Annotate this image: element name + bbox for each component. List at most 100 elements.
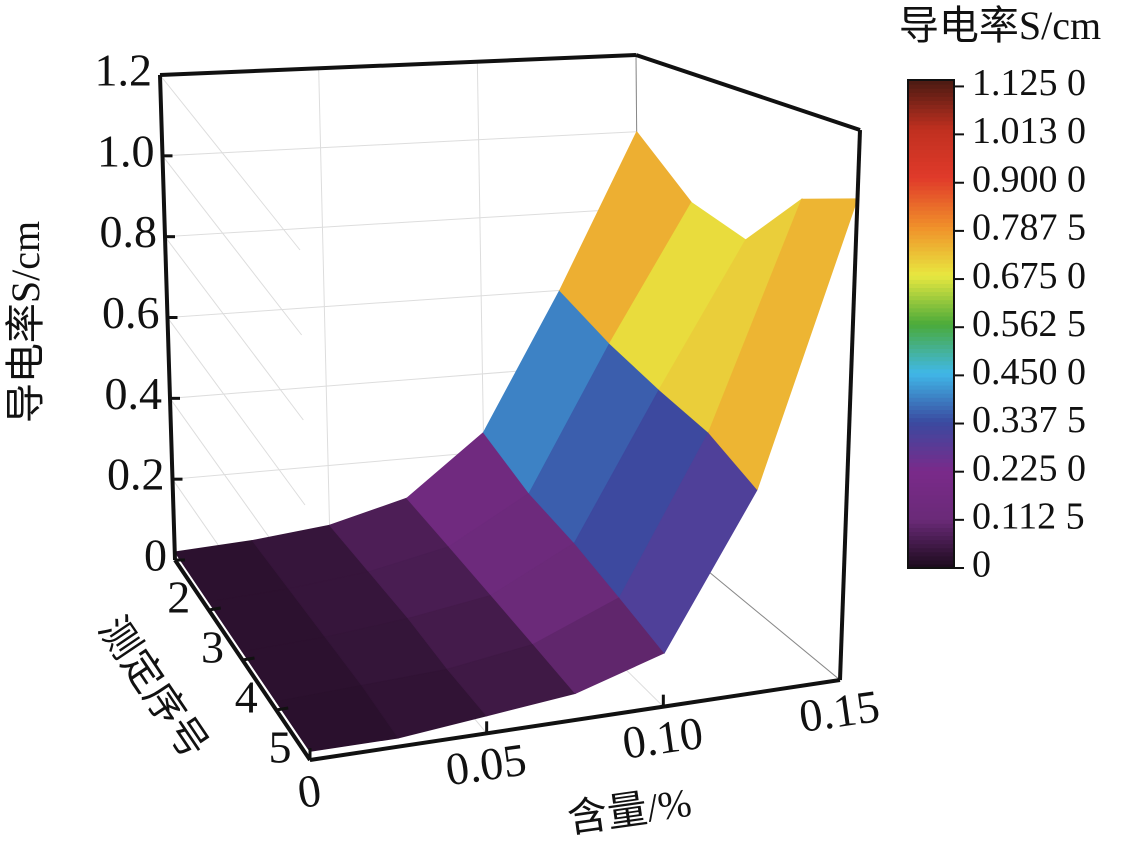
colorbar-slice bbox=[908, 136, 954, 142]
colorbar-slice bbox=[908, 157, 954, 162]
colorbar-slice bbox=[908, 202, 954, 207]
colorbar-slice bbox=[908, 462, 954, 467]
colorbar-slice bbox=[908, 189, 954, 195]
colorbar-slice bbox=[908, 393, 954, 398]
colorbar-title: 导电率S/cm bbox=[899, 3, 1101, 48]
colorbar-slice bbox=[908, 226, 954, 232]
colorbar-slice bbox=[908, 413, 954, 419]
colorbar-slice bbox=[908, 291, 954, 297]
colorbar-slice bbox=[908, 332, 954, 337]
y-tick-label: 2 bbox=[167, 572, 190, 623]
colorbar-slice bbox=[908, 307, 954, 313]
colorbar-slice bbox=[908, 177, 954, 183]
colorbar-slice bbox=[908, 303, 954, 309]
colorbar-slice bbox=[908, 356, 954, 362]
axis-line bbox=[159, 53, 637, 77]
x-axis-title: 含量/% bbox=[565, 780, 694, 842]
x-tick-label: 0.05 bbox=[443, 734, 530, 796]
colorbar-slice bbox=[908, 559, 954, 565]
colorbar-slice bbox=[908, 547, 954, 553]
colorbar-slice bbox=[908, 254, 954, 260]
colorbar-slice bbox=[908, 116, 954, 122]
colorbar-slice bbox=[908, 104, 954, 110]
colorbar-slice bbox=[908, 437, 954, 443]
colorbar-tick-label: 0.337 5 bbox=[972, 399, 1086, 441]
colorbar-slice bbox=[908, 169, 954, 175]
colorbar-slice bbox=[908, 153, 954, 158]
colorbar-slice bbox=[908, 376, 954, 382]
colorbar-slice bbox=[908, 250, 954, 256]
colorbar-slice bbox=[908, 507, 954, 512]
colorbar-tick-label: 0.787 5 bbox=[972, 207, 1086, 249]
colorbar-slice bbox=[908, 478, 954, 484]
colorbar-slice bbox=[908, 161, 954, 166]
axis-line bbox=[309, 678, 841, 762]
colorbar-slice bbox=[908, 551, 954, 557]
colorbar-tick-label: 0.900 0 bbox=[972, 158, 1086, 200]
colorbar-slice bbox=[908, 120, 954, 126]
colorbar-slice bbox=[908, 242, 954, 248]
colorbar-slice bbox=[908, 364, 954, 370]
colorbar-tick-label: 1.013 0 bbox=[972, 110, 1086, 152]
colorbar-slice bbox=[908, 234, 954, 240]
colorbar-slice bbox=[908, 368, 954, 374]
colorbar-slice bbox=[908, 535, 954, 541]
z-tick-label: 0.6 bbox=[102, 287, 160, 338]
colorbar-slice bbox=[908, 263, 954, 268]
colorbar-slice bbox=[908, 210, 954, 215]
colorbar-slice bbox=[908, 454, 954, 459]
colorbar-slice bbox=[908, 96, 954, 101]
colorbar-slice bbox=[908, 482, 954, 488]
axis-line bbox=[838, 129, 862, 681]
colorbar-slice bbox=[908, 372, 954, 378]
colorbar-slice bbox=[908, 299, 954, 305]
colorbar-slice bbox=[908, 165, 954, 171]
colorbar-slice bbox=[908, 185, 954, 191]
z-tick-label: 0.8 bbox=[100, 206, 158, 257]
colorbar-slice bbox=[908, 397, 954, 402]
colorbar-slice bbox=[908, 88, 954, 93]
colorbar-slice bbox=[908, 328, 954, 333]
z-tick-label: 1.2 bbox=[95, 45, 153, 96]
colorbar-slice bbox=[908, 315, 954, 321]
colorbar-slice bbox=[908, 246, 954, 252]
colorbar-slice bbox=[908, 141, 954, 146]
tick-mark bbox=[242, 656, 255, 662]
colorbar-slice bbox=[908, 360, 954, 366]
colorbar-slice bbox=[908, 466, 954, 471]
colorbar-slice bbox=[908, 409, 954, 415]
colorbar-slice bbox=[908, 218, 954, 223]
x-tick-label: 0.10 bbox=[619, 707, 706, 769]
colorbar-slice bbox=[908, 283, 954, 288]
colorbar-slice bbox=[908, 401, 954, 406]
colorbar-slice bbox=[908, 92, 954, 97]
colorbar-slice bbox=[908, 417, 954, 423]
colorbar-slice bbox=[908, 421, 954, 427]
colorbar-slice bbox=[908, 470, 954, 476]
colorbar-slice bbox=[908, 450, 954, 455]
colorbar-slice bbox=[908, 494, 954, 500]
colorbar-slice bbox=[908, 446, 954, 451]
colorbar-tick-label: 0.450 0 bbox=[972, 351, 1086, 393]
colorbar-slice bbox=[908, 348, 954, 354]
colorbar-slice bbox=[908, 319, 954, 325]
colorbar-slice bbox=[908, 385, 954, 390]
colorbar-slice bbox=[908, 149, 954, 154]
z-tick-label: 0.2 bbox=[107, 449, 165, 500]
z-tick-label: 1.0 bbox=[97, 125, 155, 176]
colorbar-slice bbox=[908, 515, 954, 520]
y-tick-label: 3 bbox=[201, 622, 224, 673]
colorbar-slice bbox=[908, 405, 954, 410]
colorbar-slice bbox=[908, 100, 954, 105]
colorbar-slice bbox=[908, 108, 954, 114]
colorbar-slice bbox=[908, 340, 954, 345]
colorbar-slice bbox=[908, 523, 954, 528]
colorbar-slice bbox=[908, 112, 954, 118]
y-axis-title: 测定序号 bbox=[90, 609, 217, 767]
z-tick-label: 0.4 bbox=[105, 368, 163, 419]
colorbar-slice bbox=[908, 531, 954, 537]
colorbar-slice bbox=[908, 258, 954, 264]
colorbar-slice bbox=[908, 197, 954, 203]
x-tick-label: 0 bbox=[294, 764, 324, 818]
